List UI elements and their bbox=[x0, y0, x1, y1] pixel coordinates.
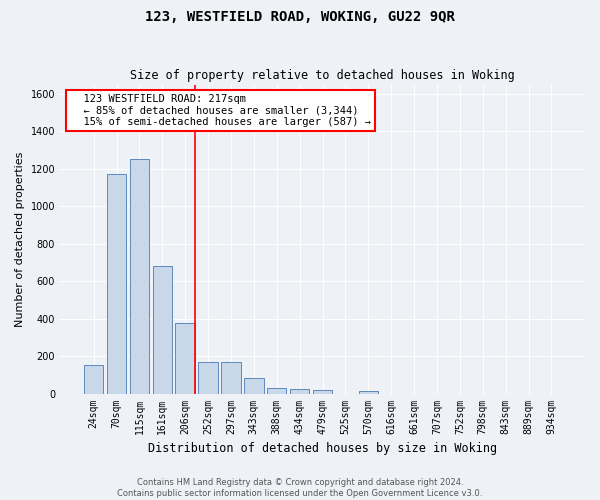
Bar bbox=[84, 366, 103, 394]
Bar bbox=[290, 389, 310, 394]
Bar bbox=[199, 362, 218, 394]
Bar bbox=[267, 388, 286, 394]
Bar bbox=[152, 266, 172, 394]
Bar bbox=[359, 390, 378, 394]
Bar bbox=[221, 362, 241, 394]
Text: 123 WESTFIELD ROAD: 217sqm
  ← 85% of detached houses are smaller (3,344)
  15% : 123 WESTFIELD ROAD: 217sqm ← 85% of deta… bbox=[71, 94, 371, 127]
Bar bbox=[107, 174, 126, 394]
Title: Size of property relative to detached houses in Woking: Size of property relative to detached ho… bbox=[130, 69, 515, 82]
Text: 123, WESTFIELD ROAD, WOKING, GU22 9QR: 123, WESTFIELD ROAD, WOKING, GU22 9QR bbox=[145, 10, 455, 24]
Text: Contains HM Land Registry data © Crown copyright and database right 2024.
Contai: Contains HM Land Registry data © Crown c… bbox=[118, 478, 482, 498]
Y-axis label: Number of detached properties: Number of detached properties bbox=[15, 152, 25, 326]
X-axis label: Distribution of detached houses by size in Woking: Distribution of detached houses by size … bbox=[148, 442, 497, 455]
Bar bbox=[244, 378, 263, 394]
Bar bbox=[130, 160, 149, 394]
Bar bbox=[175, 324, 195, 394]
Bar bbox=[313, 390, 332, 394]
